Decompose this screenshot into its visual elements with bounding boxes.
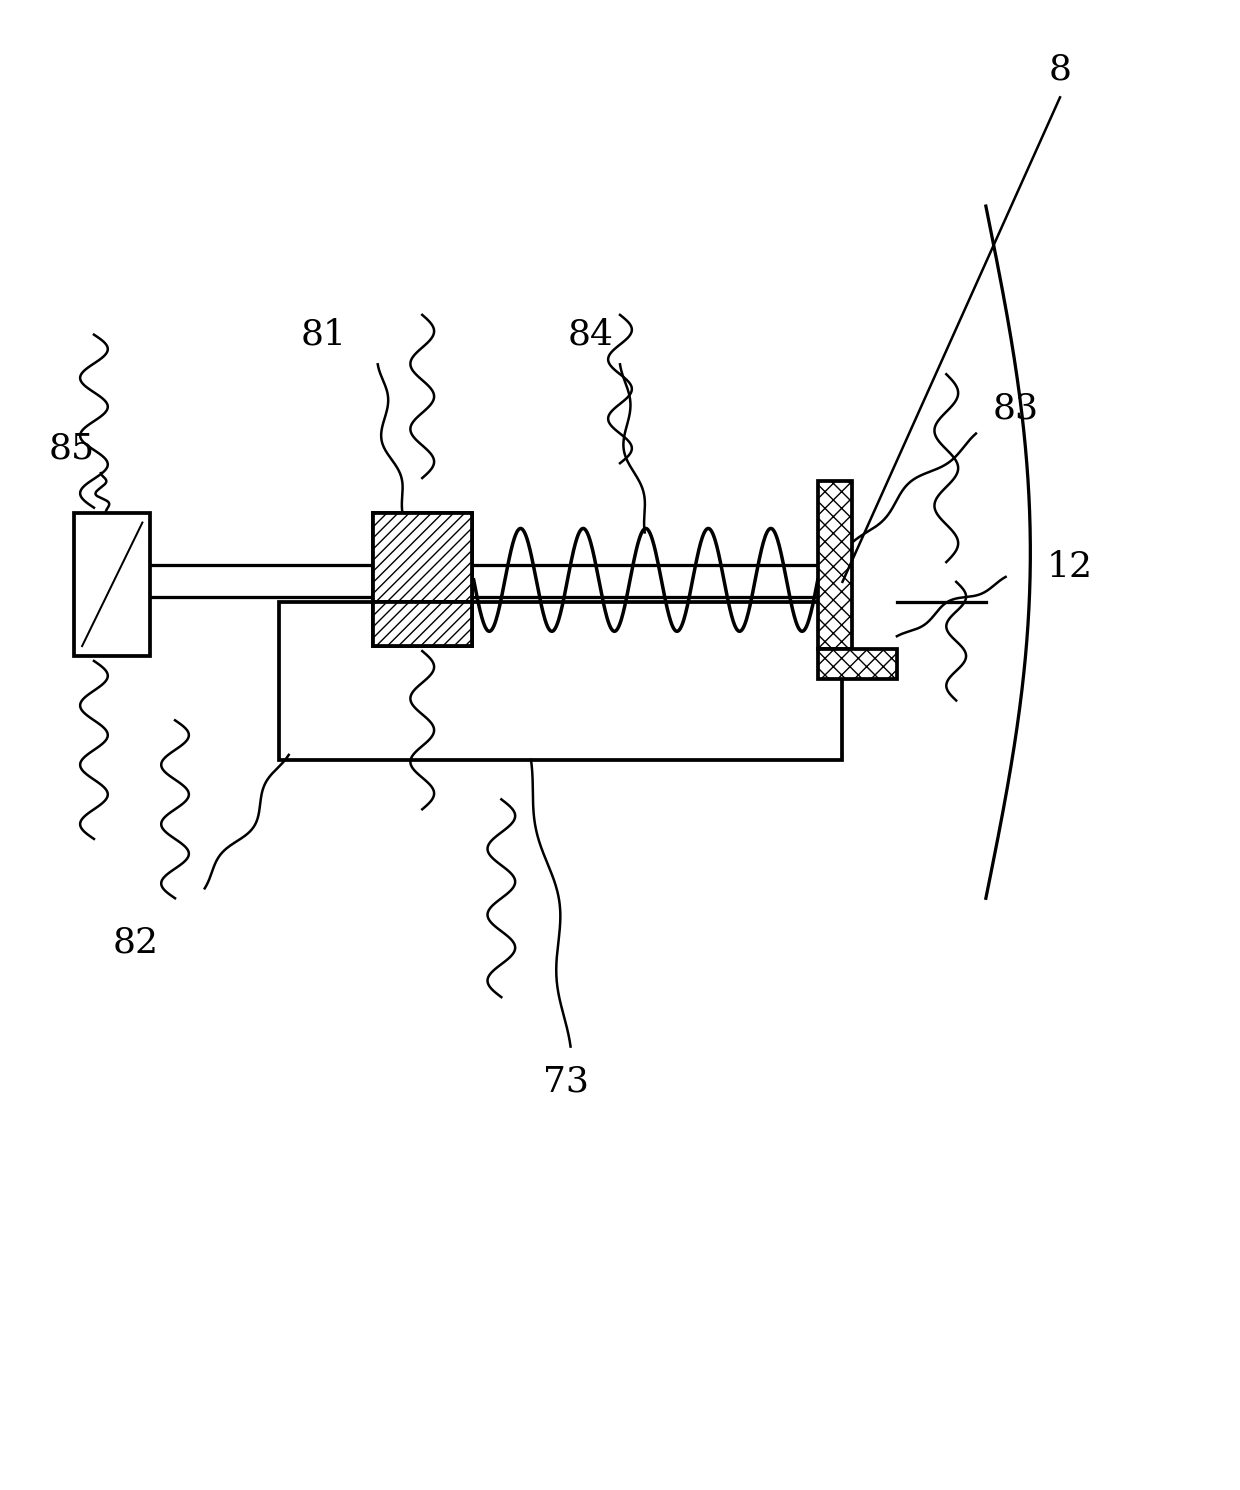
Bar: [373, 513, 471, 621]
Text: 73: 73: [543, 1064, 589, 1098]
Text: 84: 84: [568, 317, 614, 352]
Bar: [817, 650, 897, 679]
Bar: [373, 513, 471, 621]
Bar: [817, 481, 852, 650]
Text: 81: 81: [300, 317, 346, 352]
Bar: [817, 481, 852, 650]
Text: 82: 82: [113, 925, 159, 960]
Bar: [95, 565, 847, 596]
Text: 12: 12: [1047, 550, 1092, 584]
Bar: [373, 602, 471, 647]
Bar: [373, 602, 471, 647]
Bar: [279, 602, 842, 760]
Text: 85: 85: [48, 432, 94, 465]
Text: 83: 83: [992, 392, 1039, 426]
Text: 8: 8: [1049, 52, 1071, 86]
Bar: [817, 650, 897, 679]
Bar: [74, 513, 150, 656]
